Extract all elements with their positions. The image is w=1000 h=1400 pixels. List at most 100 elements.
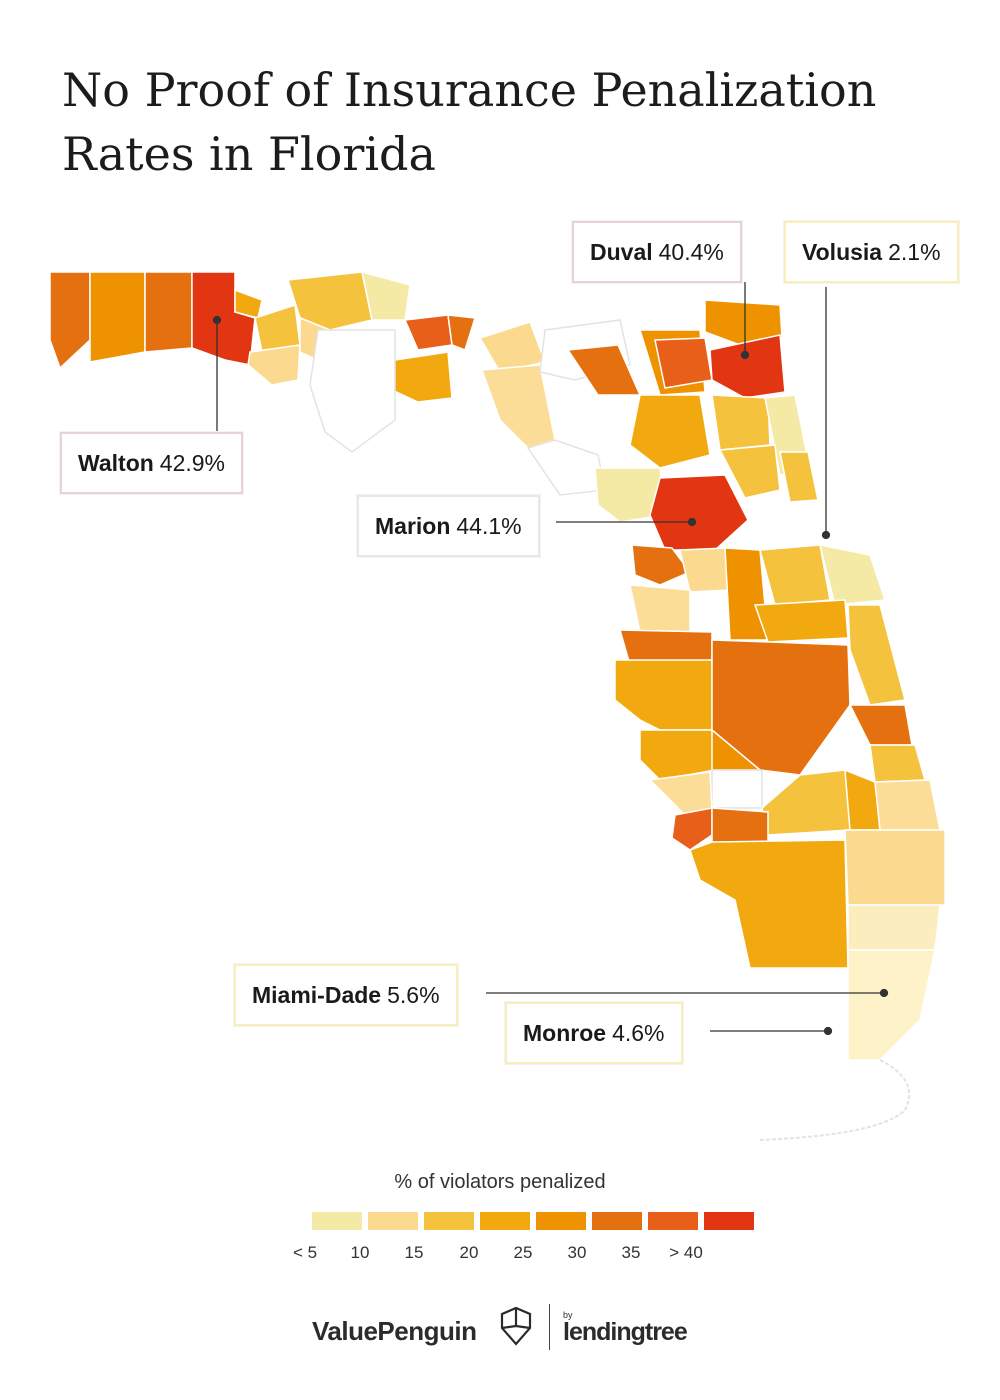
county-santa-rosa: [89, 271, 146, 363]
county-putnam: [718, 444, 781, 499]
county-okaloosa: [144, 271, 193, 353]
legend-ticks: < 5 10 15 20 25 30 35 > 40: [280, 1243, 740, 1267]
callout-duval-value: 40.4%: [658, 239, 724, 265]
penguin-logo-icon: [500, 1306, 532, 1346]
legend-tick-4: 25: [513, 1243, 533, 1262]
legend-title: % of violators penalized: [394, 1171, 606, 1193]
legend-swatch-1: [368, 1212, 418, 1230]
legend-swatch-4: [536, 1212, 586, 1230]
county-regions: [49, 270, 946, 1061]
callout-duval: Duval 40.4%: [572, 221, 742, 283]
callout-walton: Walton 42.9%: [60, 432, 244, 494]
county-gilchrist-levy: [594, 467, 666, 523]
county-washington: [254, 304, 301, 353]
page-title: No Proof of Insurance Penalization Rates…: [62, 58, 942, 186]
legend-tick-0: < 5: [292, 1243, 318, 1262]
county-jefferson: [447, 314, 476, 351]
legend-swatch-0: [312, 1212, 362, 1230]
county-citrus: [631, 544, 692, 586]
county-volusia-coast: [818, 544, 887, 606]
county-st-lucie-martin: [874, 779, 941, 831]
county-palm-beach: [844, 829, 946, 906]
county-holmes: [234, 288, 263, 319]
marker-walton: [212, 315, 222, 325]
footer-divider: [549, 1304, 550, 1350]
county-taylor: [480, 364, 556, 449]
marker-monroe: [823, 1026, 833, 1036]
county-alachua: [629, 394, 711, 469]
callout-marion-county: Marion: [375, 513, 451, 539]
callout-monroe: Monroe 4.6%: [505, 1002, 683, 1064]
county-flagler: [779, 451, 819, 503]
florida-keys-outline: [759, 1059, 910, 1141]
legend-tick-6: 35: [621, 1243, 641, 1262]
marker-volusia: [821, 530, 831, 540]
county-glades: [711, 807, 769, 846]
county-lake: [724, 547, 769, 641]
title-line-2: Rates in Florida: [62, 127, 436, 181]
legend-swatch-2: [424, 1212, 474, 1230]
legend-tick-3: 20: [459, 1243, 479, 1262]
county-liberty-franklin: [309, 329, 396, 453]
county-clay: [711, 394, 771, 451]
county-bay: [247, 344, 301, 386]
callout-walton-value: 42.9%: [159, 450, 226, 476]
county-madison: [478, 321, 547, 373]
legend-tick-2: 15: [404, 1243, 424, 1262]
marker-duval: [740, 350, 750, 360]
footer-branding: ValuePenguin by lendingtree: [0, 1302, 1000, 1362]
county-charlotte: [671, 807, 713, 851]
county-lee-collier: [689, 839, 849, 969]
county-volusia-lake: [759, 544, 831, 606]
county-walton: [191, 271, 256, 366]
callout-marion: Marion 44.1%: [357, 495, 540, 557]
florida-county-map: [49, 270, 946, 1141]
county-osceola-coast: [848, 704, 913, 746]
title-line-1: No Proof of Insurance Penalization: [62, 63, 877, 117]
county-escambia: [49, 271, 91, 370]
county-leon: [403, 314, 453, 351]
county-marion: [649, 474, 749, 551]
county-seminole-orange: [753, 599, 849, 643]
callout-miami-dade-county: Miami-Dade: [252, 982, 382, 1008]
callout-miami-dade: Miami-Dade 5.6%: [234, 964, 458, 1026]
marker-marion: [687, 517, 697, 527]
county-pinellas-hillsborough: [614, 659, 713, 731]
county-highlands: [761, 769, 851, 836]
callout-duval-county: Duval: [590, 239, 653, 265]
marker-miami-dade: [879, 988, 889, 998]
legend-swatch-5: [592, 1212, 642, 1230]
legend-tick-7: > 40: [669, 1243, 703, 1262]
county-desoto-nodata: [711, 769, 763, 809]
legend-swatch-7: [704, 1212, 754, 1230]
county-hernando: [629, 584, 691, 633]
county-baker: [654, 337, 713, 389]
county-jackson: [287, 271, 373, 331]
callout-volusia-value: 2.1%: [888, 239, 941, 265]
county-sumter: [679, 547, 729, 593]
legend-swatches: [312, 1212, 754, 1230]
callout-miami-dade-value: 5.6%: [387, 982, 440, 1008]
lendingtree-logo: lendingtree: [563, 1318, 688, 1346]
county-sarasota: [648, 771, 713, 816]
county-brevard: [847, 604, 906, 706]
callout-walton-county: Walton: [78, 450, 154, 476]
callout-monroe-value: 4.6%: [612, 1020, 665, 1046]
county-lafayette-dixie: [526, 439, 606, 496]
legend-swatch-6: [648, 1212, 698, 1230]
legend-tick-1: 10: [350, 1243, 370, 1262]
county-indian-river: [869, 744, 926, 783]
legend-tick-5: 30: [567, 1243, 587, 1262]
callout-monroe-county: Monroe: [523, 1020, 607, 1046]
county-duval: [709, 334, 786, 399]
county-broward: [847, 904, 941, 951]
county-wakulla: [391, 351, 453, 403]
callout-volusia: Volusia 2.1%: [784, 221, 959, 283]
legend-swatch-3: [480, 1212, 530, 1230]
county-miami-dade: [847, 949, 936, 1061]
valuepenguin-logo: ValuePenguin: [312, 1316, 477, 1346]
callout-marion-value: 44.1%: [456, 513, 522, 539]
callout-volusia-county: Volusia: [802, 239, 883, 265]
leader-lines: [212, 282, 889, 1036]
by-label: by: [563, 1310, 573, 1320]
